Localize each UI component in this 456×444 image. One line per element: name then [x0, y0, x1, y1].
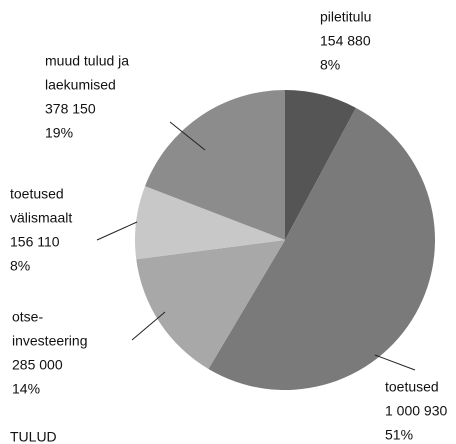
- pie-slice: [285, 90, 356, 240]
- slice-label: investeering: [12, 333, 88, 349]
- leader-line: [96, 221, 138, 241]
- pie-slice: [208, 107, 435, 390]
- value-label: 378 150: [45, 101, 96, 117]
- chart-title: TULUD: [10, 429, 57, 444]
- percent-label: 19%: [45, 125, 73, 141]
- value-label: 154 880: [320, 33, 371, 49]
- slice-label: toetused: [10, 186, 64, 202]
- percent-label: 14%: [12, 381, 40, 397]
- value-label: 156 110: [10, 234, 60, 250]
- percent-label: 8%: [10, 258, 30, 274]
- value-label: 285 000: [12, 357, 63, 373]
- slice-label: välismaalt: [10, 210, 72, 226]
- slice-label: toetused: [385, 379, 439, 395]
- slice-label: laekumised: [45, 77, 116, 93]
- slice-label: otse-: [12, 309, 43, 325]
- percent-label: 51%: [385, 427, 413, 443]
- pie-slice: [135, 186, 285, 260]
- leader-line: [131, 311, 166, 341]
- slice-label: muud tulud ja: [45, 53, 129, 69]
- leader-line: [169, 121, 206, 151]
- leader-line: [374, 354, 416, 371]
- pie-slice: [136, 240, 285, 370]
- pie-slice: [145, 90, 285, 240]
- value-label: 1 000 930: [385, 403, 447, 419]
- percent-label: 8%: [320, 57, 340, 73]
- slice-label: piletitulu: [320, 9, 371, 25]
